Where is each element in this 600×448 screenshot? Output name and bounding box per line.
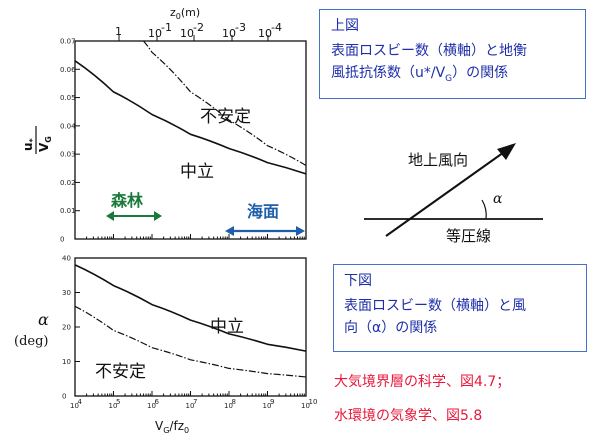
angle-alpha-label: α bbox=[493, 191, 503, 207]
lower-x-tick-label: 10 bbox=[263, 402, 272, 410]
sea-range-arrow bbox=[225, 226, 305, 236]
lower-x-tick-exponent: 7 bbox=[193, 398, 197, 406]
lower-neutral-label: 中立 bbox=[210, 317, 244, 337]
lower-x-tick-exponent: 9 bbox=[270, 398, 274, 406]
upper-caption-line1: 表面ロスビー数（横軸）と地衡 bbox=[331, 43, 527, 59]
lower-x-tick-label: 10 bbox=[224, 402, 233, 410]
top-tick-exp-c: -3 bbox=[235, 21, 246, 34]
lower-figure-caption-box: 下図 表面ロスビー数（横軸）と風 向（α）の関係 bbox=[333, 264, 587, 352]
lower-caption-line1: 表面ロスビー数（横軸）と風 bbox=[344, 298, 526, 314]
lower-x-axis-label: VG/fz0 bbox=[155, 419, 189, 435]
lower-unstable-label: 不安定 bbox=[95, 362, 146, 382]
upper-y-axis-label: u* VG bbox=[21, 126, 53, 154]
wind-direction-diagram: 地上風向 α 等圧線 bbox=[364, 143, 543, 245]
upper-caption-text: 表面ロスビー数（横軸）と地衡 風抵抗係数（u*/VG）の関係 bbox=[320, 36, 585, 90]
top-tick-label-10-a: 10 bbox=[148, 27, 162, 40]
upper-ylabel-denominator: VG bbox=[37, 136, 53, 152]
upper-y-tick-label: 0.01 bbox=[60, 207, 76, 215]
upper-chart: z0(m) 1 10 -1 10 -2 10 -3 10 -4 0 0.01 0.0… bbox=[21, 6, 307, 244]
upper-caption-title: 上図 bbox=[331, 18, 359, 34]
lower-x-tick-exponent: 6 bbox=[155, 398, 160, 406]
lower-x-tick-label: 10 bbox=[301, 402, 310, 410]
citation-2: 水環境の気象学、図5.8 bbox=[334, 408, 483, 424]
lower-caption-line2: 向（α）の関係 bbox=[344, 320, 438, 336]
upper-neutral-label: 中立 bbox=[180, 162, 214, 182]
top-tick-label-10-c: 10 bbox=[222, 27, 236, 40]
angle-arc bbox=[481, 199, 487, 220]
upper-y-tick-label: 0.07 bbox=[60, 38, 76, 46]
lower-ylabel-alpha: α bbox=[38, 310, 49, 329]
upper-y-ticks: 0 0.01 0.02 0.03 0.04 0.05 0.06 0.07 bbox=[60, 38, 307, 244]
upper-y-tick-label: 0.03 bbox=[60, 151, 76, 159]
upper-unstable-curve bbox=[143, 40, 307, 167]
lower-x-tick-exponent: 8 bbox=[232, 398, 236, 406]
forest-arrow-left bbox=[106, 211, 114, 221]
top-tick-exp-b: -2 bbox=[193, 21, 204, 34]
surface-wind-arrow-line bbox=[385, 149, 508, 237]
upper-y-tick-label: 0.06 bbox=[60, 66, 76, 74]
lower-x-tick-exponent: 5 bbox=[116, 398, 120, 406]
upper-y-tick-label: 0.05 bbox=[60, 94, 76, 102]
forest-arrow-right bbox=[154, 211, 162, 221]
lower-y-ticks: 0 10 20 30 40 bbox=[62, 255, 80, 401]
sea-arrow-right bbox=[296, 226, 305, 236]
surface-wind-arrowhead bbox=[497, 143, 516, 160]
lower-y-tick-label: 20 bbox=[62, 324, 71, 332]
lower-unstable-curve bbox=[74, 305, 307, 378]
sea-label: 海面 bbox=[247, 202, 279, 221]
upper-caption-line2: 風抵抗係数（u*/VG）の関係 bbox=[331, 65, 509, 84]
citation-1: 大気境界層の科学、図4.7； bbox=[334, 374, 511, 390]
lower-x-tick-label: 10 bbox=[186, 402, 195, 410]
lower-x-tick-label: 10 bbox=[70, 402, 79, 410]
top-tick-exp-a: -1 bbox=[161, 21, 172, 34]
lower-caption-text: 表面ロスビー数（横軸）と風 向（α）の関係 bbox=[334, 291, 586, 339]
lower-neutral-curve bbox=[74, 264, 307, 352]
upper-y-tick-label: 0 bbox=[60, 236, 64, 244]
top-tick-label-1: 1 bbox=[115, 25, 122, 38]
lower-y-tick-label: 10 bbox=[62, 358, 71, 366]
upper-y-tick-label: 0.02 bbox=[60, 179, 76, 187]
upper-unstable-label: 不安定 bbox=[200, 107, 251, 127]
lower-y-tick-label: 40 bbox=[62, 255, 71, 263]
lower-x-tick-exponent: 10 bbox=[309, 398, 318, 406]
isobar-label: 等圧線 bbox=[446, 227, 491, 245]
upper-figure-caption-box: 上図 表面ロスビー数（横軸）と地衡 風抵抗係数（u*/VG）の関係 bbox=[319, 9, 586, 99]
sea-arrow-left bbox=[225, 226, 234, 236]
lower-y-tick-label: 0 bbox=[62, 393, 66, 401]
lower-x-tick-exponent: 4 bbox=[78, 398, 83, 406]
upper-ylabel-numerator: u* bbox=[21, 137, 37, 151]
forest-label: 森林 bbox=[111, 191, 143, 210]
lower-caption-title: 下図 bbox=[344, 273, 372, 289]
top-tick-label-10-d: 10 bbox=[258, 27, 272, 40]
lower-ylabel-unit: (deg) bbox=[14, 334, 48, 349]
top-axis-z0-label: z0(m) bbox=[170, 6, 200, 21]
upper-neutral-curve bbox=[74, 60, 307, 175]
lower-x-tick-label: 10 bbox=[147, 402, 156, 410]
lower-x-tick-label: 10 bbox=[109, 402, 118, 410]
top-tick-exp-d: -4 bbox=[271, 21, 282, 34]
upper-y-tick-label: 0.04 bbox=[60, 122, 76, 130]
lower-y-tick-label: 30 bbox=[62, 289, 71, 297]
top-tick-label-10-b: 10 bbox=[180, 27, 194, 40]
top-axis-ticks: 1 10 -1 10 -2 10 -3 10 -4 bbox=[115, 21, 282, 41]
surface-wind-label: 地上風向 bbox=[408, 151, 468, 169]
forest-range-arrow bbox=[106, 211, 162, 221]
